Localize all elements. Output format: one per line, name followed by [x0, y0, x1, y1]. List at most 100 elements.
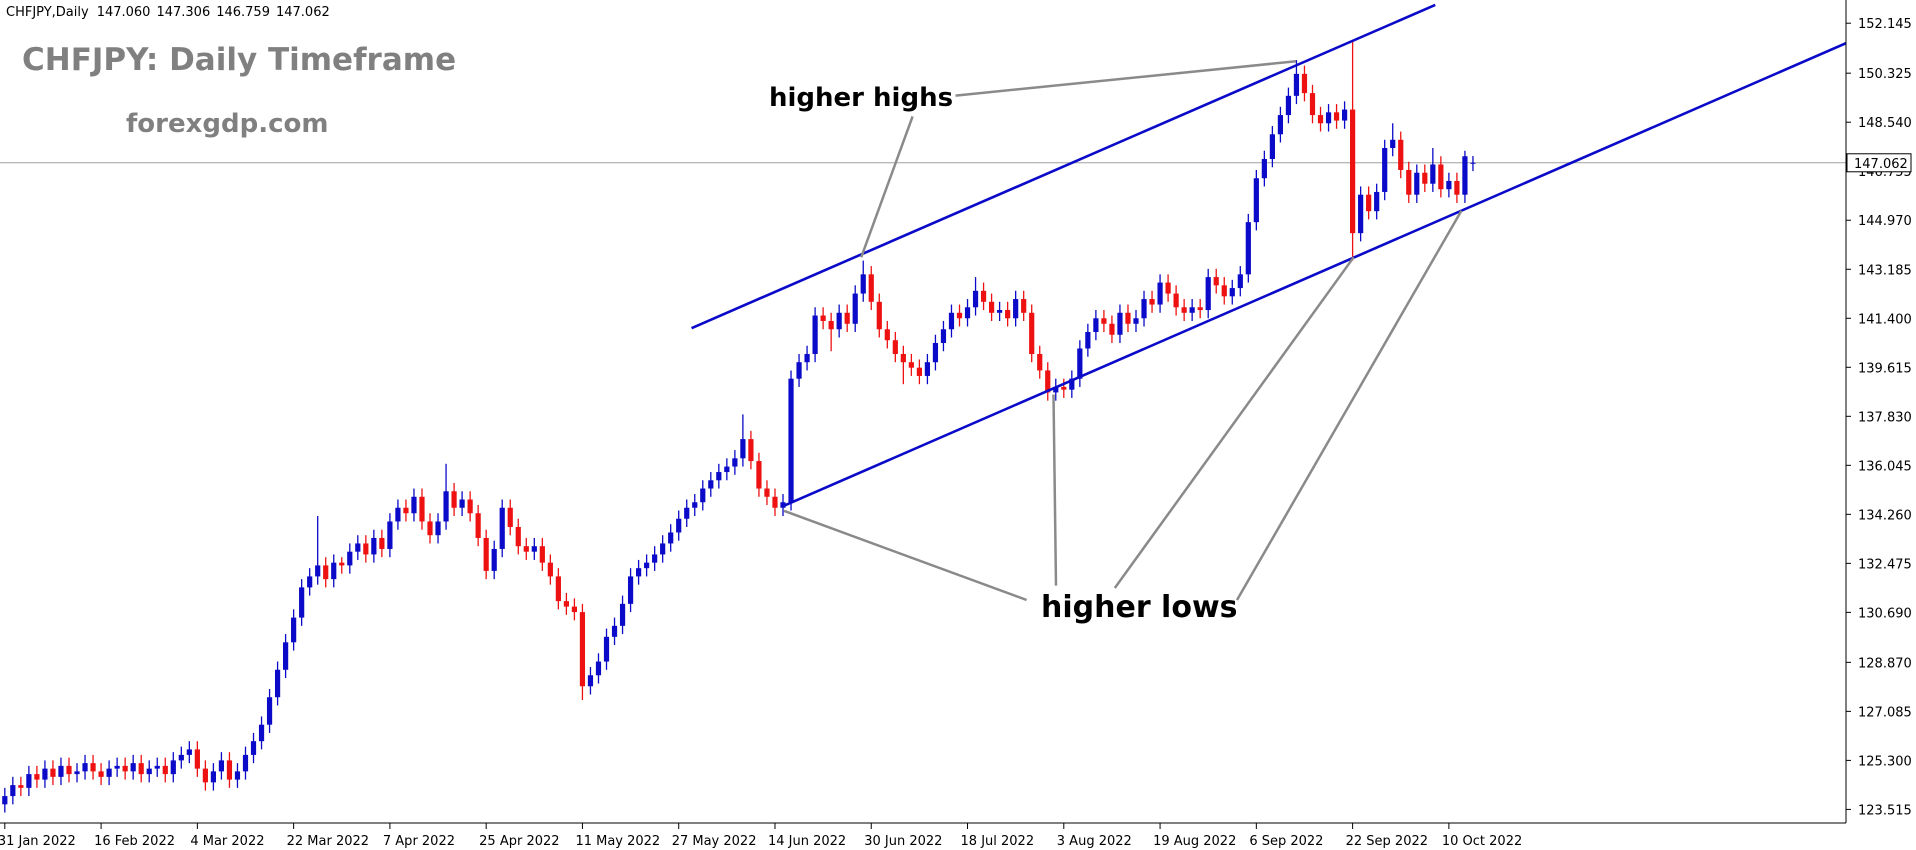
candle-body — [1061, 386, 1067, 390]
candle-body — [836, 312, 842, 330]
candle-body — [964, 307, 971, 319]
candle-body — [1141, 299, 1147, 319]
candle-body — [1454, 180, 1460, 195]
candle-body — [1245, 222, 1251, 275]
candle-body — [154, 765, 160, 769]
symbol: CHFJPY,Daily — [6, 5, 89, 20]
candle-body — [571, 606, 578, 613]
candle-body — [1390, 139, 1396, 149]
y-tick-label: 144.970 — [1858, 214, 1912, 229]
candle-body — [684, 507, 690, 519]
candle-body — [1341, 109, 1348, 121]
candle-body — [178, 754, 184, 761]
y-tick-label: 125.300 — [1858, 754, 1912, 769]
candle-body — [611, 625, 618, 637]
candle-body — [323, 565, 329, 580]
candle-body — [90, 763, 96, 772]
subtitle: forexgdp.com — [126, 109, 328, 139]
candle-body — [587, 675, 594, 687]
candle-body — [772, 496, 778, 508]
x-tick-label: 22 Sep 2022 — [1346, 834, 1428, 849]
candle-body — [900, 353, 906, 363]
candle-body — [932, 342, 939, 363]
candle-body — [1374, 191, 1380, 212]
candle-body — [2, 796, 8, 805]
candle-body — [18, 785, 24, 788]
x-tick-label: 16 Feb 2022 — [94, 834, 175, 849]
candle-body — [884, 329, 890, 341]
candle-body — [1309, 93, 1316, 116]
x-tick-label: 18 Jul 2022 — [961, 834, 1035, 849]
x-tick-label: 30 Jun 2022 — [864, 834, 942, 849]
candle-body — [940, 329, 947, 343]
annotation: higher highs — [769, 83, 953, 113]
candle-body — [1430, 164, 1436, 184]
candle-body — [1333, 112, 1340, 121]
close-label: 147.062 — [276, 5, 330, 20]
candle-body — [555, 576, 561, 602]
candle-body — [595, 661, 602, 676]
candle-body — [50, 768, 56, 777]
candle-body — [363, 543, 369, 555]
candle-body — [1173, 293, 1179, 308]
candle-body — [226, 760, 233, 780]
candle-body — [194, 749, 200, 769]
candle-body — [635, 568, 642, 577]
candle-body — [291, 617, 297, 643]
candle-body — [371, 537, 377, 555]
candle-body — [170, 760, 176, 775]
candle-body — [1350, 109, 1356, 234]
candle-body — [355, 543, 361, 552]
candle-body — [579, 612, 586, 687]
candle-body — [1438, 164, 1444, 190]
x-tick-label: 27 May 2022 — [672, 834, 757, 849]
candle-body — [331, 562, 337, 580]
annotation-pointers — [783, 60, 1463, 602]
candle-body — [483, 537, 489, 571]
x-tick-label: 14 Jun 2022 — [768, 834, 846, 849]
candle-body — [1157, 282, 1163, 305]
candle-body — [234, 771, 241, 780]
candle-body — [10, 785, 16, 797]
candle-body — [812, 315, 818, 354]
candle-body — [980, 290, 987, 302]
chart-header: CHFJPY,Daily 147.060 147.306 146.759 147.062 — [6, 5, 330, 20]
candle-body — [106, 768, 112, 777]
y-tick-label: 141.400 — [1858, 312, 1912, 327]
candle-body — [1005, 310, 1011, 319]
candle-body — [1037, 353, 1043, 371]
candle-body — [395, 507, 401, 522]
candle-body — [146, 768, 152, 775]
x-tick-label: 19 Aug 2022 — [1153, 834, 1236, 849]
trend-line — [691, 3, 1436, 330]
x-tick-label: 3 Aug 2022 — [1057, 834, 1132, 849]
y-tick-label: 127.085 — [1858, 705, 1912, 720]
candle-body — [475, 513, 481, 538]
candle-body — [1205, 277, 1211, 311]
candle-body — [1470, 162, 1476, 164]
candle-body — [972, 290, 979, 308]
candle-body — [844, 312, 850, 324]
candle-body — [1358, 194, 1364, 234]
candle-body — [644, 562, 650, 569]
candle-body — [860, 274, 866, 294]
candle-body — [218, 760, 225, 772]
candle-body — [339, 562, 345, 566]
candle-body — [1125, 312, 1131, 324]
candle-body — [1149, 299, 1155, 305]
candle-body — [307, 576, 313, 588]
current-price-label: 147.062 — [1854, 157, 1908, 172]
candle-body — [732, 458, 738, 467]
x-tick-label: 31 Jan 2022 — [0, 834, 76, 849]
candle-body — [34, 774, 40, 780]
candle-body — [1229, 288, 1235, 297]
candle-body — [515, 526, 521, 547]
candle-body — [266, 697, 273, 725]
y-tick-label: 134.260 — [1858, 508, 1912, 523]
candle-body — [411, 496, 417, 514]
open-label: 147.060 — [97, 5, 151, 20]
candle-body — [1101, 318, 1107, 324]
candle-body — [82, 763, 88, 772]
candle-body — [868, 274, 874, 302]
